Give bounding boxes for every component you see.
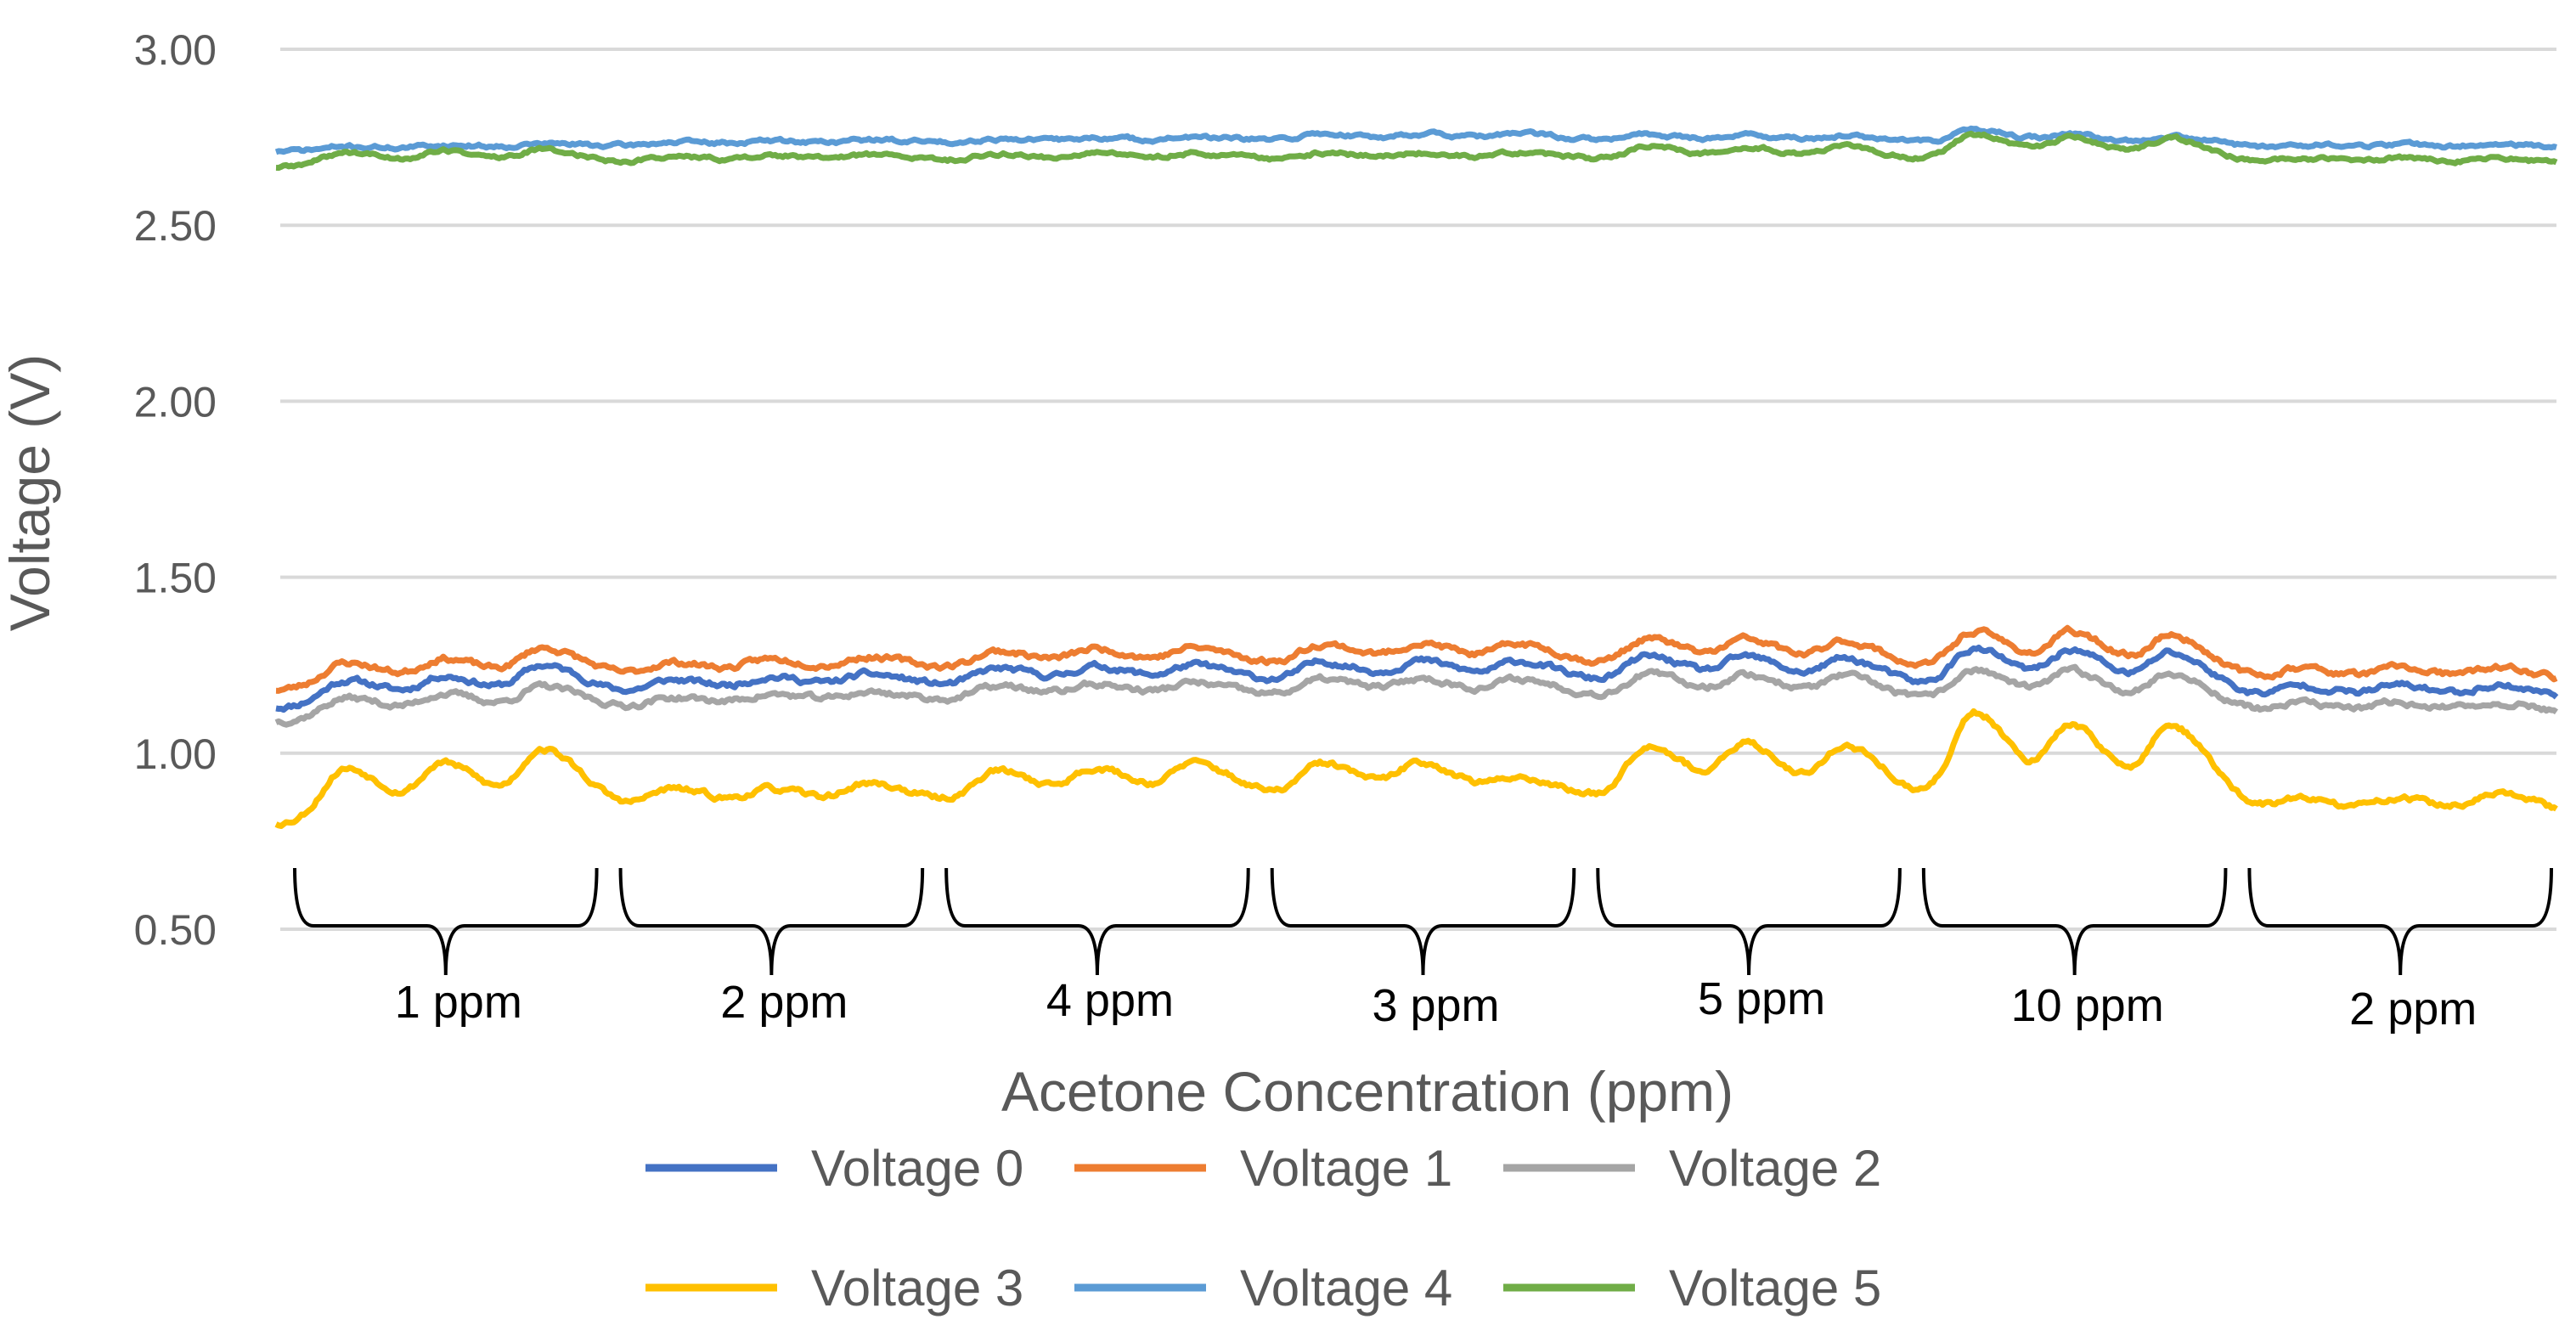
y-tick-label: 0.50 (134, 906, 217, 954)
bracket-4 (1596, 867, 1902, 976)
series-line-voltage-5 (275, 130, 2558, 172)
bracket-6 (2247, 867, 2553, 976)
y-tick-label: 1.50 (134, 555, 217, 602)
legend-label: Voltage 2 (1669, 1140, 1881, 1197)
segment-label: 10 ppm (2011, 980, 2164, 1031)
series-line-voltage-0 (275, 645, 2559, 713)
legend-label: Voltage 1 (1240, 1140, 1452, 1197)
x-axis-title: Acetone Concentration (ppm) (1001, 1060, 1733, 1123)
bracket-1 (618, 867, 925, 976)
bracket-0 (293, 867, 599, 976)
series-line-voltage-3 (274, 708, 2558, 829)
bracket-2 (944, 867, 1250, 976)
segment-label: 4 ppm (1046, 975, 1174, 1026)
y-axis-title: Voltage (V) (0, 354, 61, 632)
y-tick-label: 3.00 (134, 26, 217, 74)
legend-label: Voltage 5 (1669, 1260, 1881, 1317)
segment-label: 1 ppm (395, 977, 522, 1028)
legend-label: Voltage 3 (811, 1260, 1023, 1317)
segment-label: 3 ppm (1372, 980, 1499, 1031)
y-tick-label: 2.00 (134, 378, 217, 426)
series-line-voltage-1 (275, 624, 2558, 694)
bracket-3 (1270, 867, 1576, 976)
legend: Voltage 0 Voltage 1 Voltage 2 Voltage 3 Volt… (645, 1140, 1881, 1317)
legend-label: Voltage 4 (1240, 1260, 1452, 1317)
series-lines (274, 125, 2559, 829)
segment-brackets: 1 ppm 2 ppm 4 ppm 3 ppm 5 ppm 10 ppm 2 ppm (293, 867, 2553, 1035)
legend-label: Voltage 0 (811, 1140, 1023, 1197)
y-tick-labels: 0.50 1.00 1.50 2.00 2.50 3.00 (134, 26, 217, 954)
bracket-5 (1921, 867, 2228, 976)
series-line-voltage-2 (274, 663, 2559, 728)
y-tick-label: 1.00 (134, 730, 217, 778)
segment-label: 2 ppm (2349, 984, 2477, 1035)
y-tick-label: 2.50 (134, 202, 217, 250)
segment-label: 2 ppm (720, 977, 848, 1028)
gridlines (280, 48, 2556, 931)
segment-label: 5 ppm (1698, 973, 1825, 1024)
